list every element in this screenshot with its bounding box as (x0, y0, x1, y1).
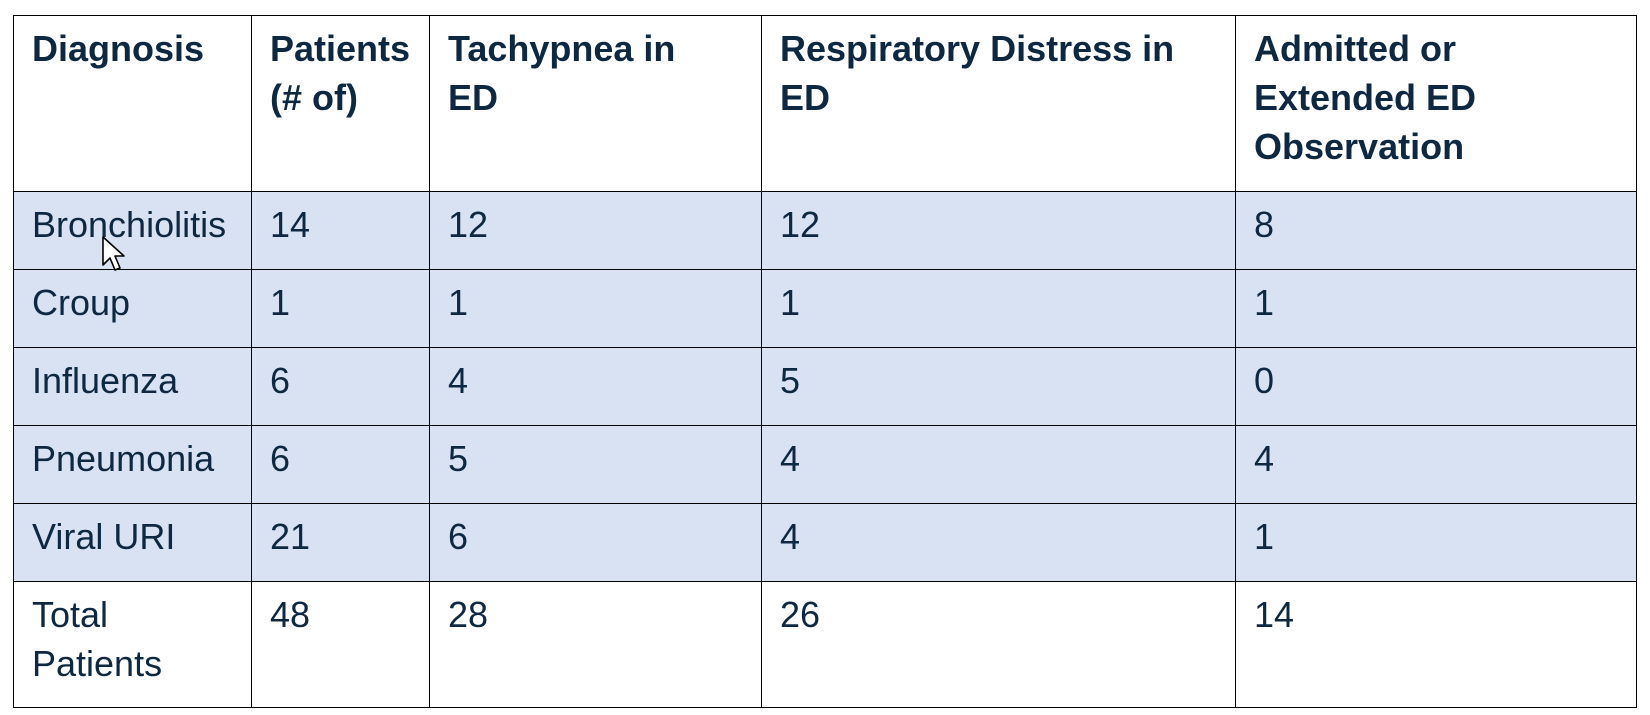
row-label: Viral URI (13, 503, 252, 582)
header-text: Admitted or (1254, 28, 1456, 69)
cell-text: 1 (270, 282, 291, 323)
cell-value: 1 (761, 269, 1236, 348)
cell-value: 4 (761, 425, 1236, 504)
cell-value: 6 (251, 425, 430, 504)
cell-value: 4 (761, 503, 1236, 582)
table-row: Influenza 6 4 5 0 (13, 347, 1637, 426)
header-cell: Diagnosis (13, 15, 252, 192)
cell-text: 26 (780, 594, 821, 635)
row-label: Croup (13, 269, 252, 348)
cell-value: 1 (1235, 503, 1637, 582)
cell-text: Influenza (32, 360, 179, 401)
header-text: (# of) (270, 77, 358, 118)
cell-text: 1 (1254, 282, 1275, 323)
cell-value: 0 (1235, 347, 1637, 426)
cell-value: 21 (251, 503, 430, 582)
cell-text: 21 (270, 516, 311, 557)
row-label: Bronchiolitis (13, 191, 252, 270)
cell-text: 4 (780, 516, 801, 557)
cell-text: 5 (448, 438, 469, 479)
cell-value: 6 (429, 503, 762, 582)
cell-value: 26 (761, 581, 1236, 708)
cell-text: Pneumonia (32, 438, 215, 479)
cell-value: 14 (1235, 581, 1637, 708)
cell-text: Viral URI (32, 516, 176, 557)
cell-value: 5 (761, 347, 1236, 426)
cell-text: 12 (780, 204, 821, 245)
table-row: Total Patients 48 28 26 14 (13, 581, 1637, 708)
cell-text: 6 (448, 516, 469, 557)
cell-value: 12 (761, 191, 1236, 270)
cell-text: 48 (270, 594, 311, 635)
header-cell: Admitted or Extended ED Observation (1235, 15, 1637, 192)
cell-text: 6 (270, 438, 291, 479)
header-cell: Tachypnea in ED (429, 15, 762, 192)
cell-value: 4 (1235, 425, 1637, 504)
cell-text: Total Patients (32, 594, 163, 684)
cell-text: 8 (1254, 204, 1275, 245)
cell-text: 14 (1254, 594, 1295, 635)
row-label: Pneumonia (13, 425, 252, 504)
table-row: Viral URI 21 6 4 1 (13, 503, 1637, 582)
header-text: Extended ED (1254, 77, 1477, 118)
cell-value: 8 (1235, 191, 1637, 270)
cell-value: 1 (251, 269, 430, 348)
row-label: Influenza (13, 347, 252, 426)
cell-text: 1 (780, 282, 801, 323)
cell-value: 28 (429, 581, 762, 708)
table-row: Pneumonia 6 5 4 4 (13, 425, 1637, 504)
cell-text: 0 (1254, 360, 1275, 401)
cell-value: 1 (1235, 269, 1637, 348)
table-body: Bronchiolitis 14 12 12 8 Croup 1 1 1 1 Influenza 6 4… (13, 191, 1637, 708)
cell-value: 6 (251, 347, 430, 426)
cell-text: 4 (1254, 438, 1275, 479)
cell-text: 4 (780, 438, 801, 479)
cell-text: 1 (448, 282, 469, 323)
header-text: ED (448, 77, 499, 118)
table-row: Bronchiolitis 14 12 12 8 (13, 191, 1637, 270)
cell-value: 48 (251, 581, 430, 708)
header-text: ED (780, 77, 831, 118)
cell-value: 1 (429, 269, 762, 348)
cell-text: 6 (270, 360, 291, 401)
header-text: Tachypnea in (448, 28, 676, 69)
header-text: Observation (1254, 126, 1465, 167)
table-row: Croup 1 1 1 1 (13, 269, 1637, 348)
cell-text: 1 (1254, 516, 1275, 557)
cell-text: Bronchiolitis (32, 204, 227, 245)
cell-value: 14 (251, 191, 430, 270)
cell-text: 4 (448, 360, 469, 401)
cell-value: 5 (429, 425, 762, 504)
cell-text: 5 (780, 360, 801, 401)
cell-text: 28 (448, 594, 489, 635)
mouse-cursor (102, 236, 125, 271)
cell-text: Croup (32, 282, 131, 323)
header-text: Respiratory Distress in (780, 28, 1175, 69)
data-table: Diagnosis Patients (# of) Tachypnea in ED Res… (13, 15, 1637, 708)
cell-text: 14 (270, 204, 311, 245)
cell-value: 12 (429, 191, 762, 270)
cell-text: 12 (448, 204, 489, 245)
header-cell: Respiratory Distress in ED (761, 15, 1236, 192)
cell-value: 4 (429, 347, 762, 426)
header-row: Diagnosis Patients (# of) Tachypnea in ED Res… (13, 15, 1637, 192)
header-text: Patients (270, 28, 411, 69)
row-label: Total Patients (13, 581, 252, 708)
header-cell: Patients (# of) (251, 15, 430, 192)
header-text: Diagnosis (32, 28, 205, 69)
